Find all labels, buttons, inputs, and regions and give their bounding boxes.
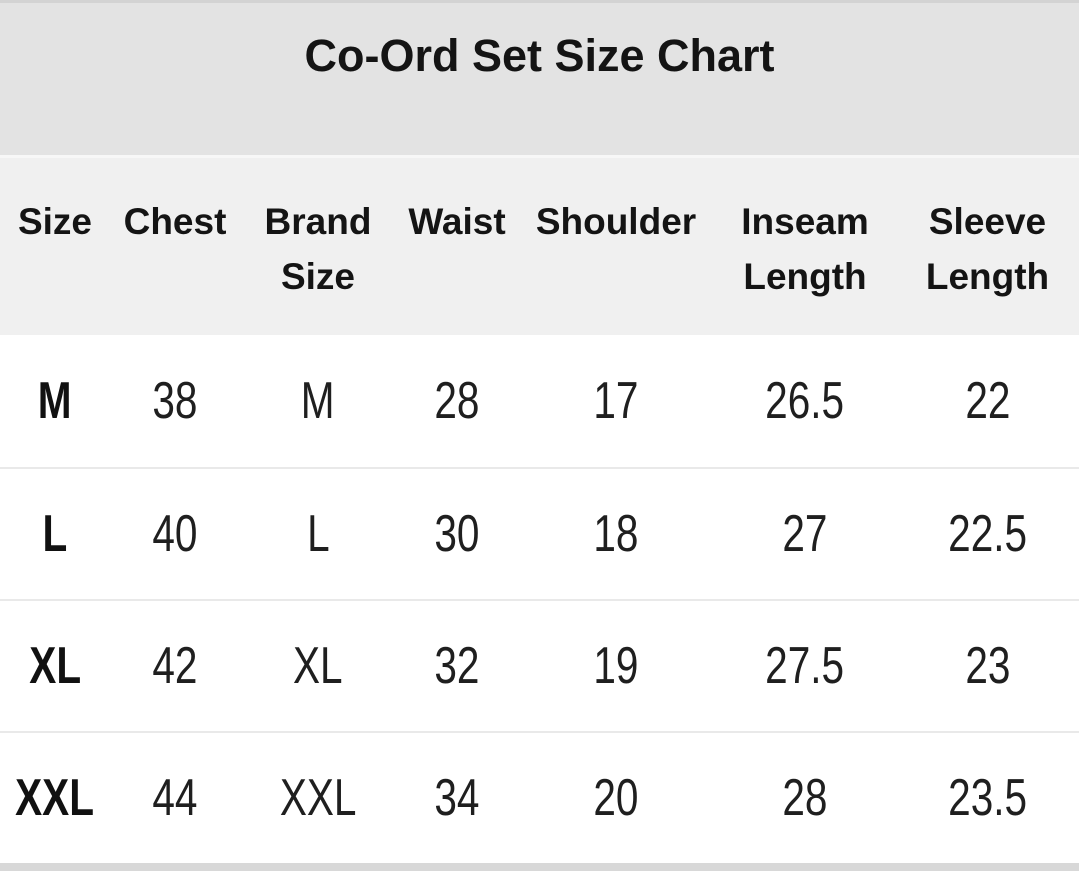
cell-value: 40 <box>152 505 198 563</box>
cell-shoulder: 18 <box>518 469 714 599</box>
cell-waist: 30 <box>396 469 518 599</box>
table-row-m: M 38 M 28 17 26.5 22 <box>0 335 1079 467</box>
table-row-xl: XL 42 XL 32 19 27.5 23 <box>0 599 1079 731</box>
cell-value: M <box>301 372 335 430</box>
cell-waist: 28 <box>396 335 518 467</box>
cell-value: 23 <box>964 637 1011 695</box>
title-band: Co-Ord Set Size Chart <box>0 0 1079 155</box>
cell-value: 27 <box>782 505 828 563</box>
cell-value: 28 <box>782 769 828 827</box>
cell-brand-size: M <box>240 335 396 467</box>
cell-value: XL <box>29 637 81 695</box>
cell-value: 22.5 <box>948 505 1027 563</box>
column-header-waist: Waist <box>408 201 506 242</box>
cell-value: M <box>38 372 72 430</box>
column-header-shoulder: Shoulder <box>535 201 697 242</box>
cell-brand-size: L <box>240 469 396 599</box>
cell-shoulder: 20 <box>518 733 714 863</box>
cell-value: 38 <box>152 372 198 430</box>
cell-size: XXL <box>0 733 110 863</box>
cell-value: XXL <box>15 769 95 827</box>
cell-value: 34 <box>434 769 480 827</box>
cell-value: XXL <box>279 769 357 827</box>
cell-value: XL <box>293 637 343 695</box>
cell-chest: 40 <box>110 469 240 599</box>
cell-value: 22 <box>964 372 1011 430</box>
column-header-size: Size <box>17 201 93 242</box>
cell-value: L <box>42 505 68 563</box>
cell-inseam-length: 28 <box>714 733 896 863</box>
table-row-xxl: XXL 44 XXL 34 20 28 23.5 <box>0 731 1079 863</box>
cell-chest: 42 <box>110 601 240 731</box>
cell-brand-size: XXL <box>240 733 396 863</box>
cell-size: M <box>0 335 110 467</box>
cell-value: L <box>306 505 330 563</box>
cell-inseam-length: 26.5 <box>714 335 896 467</box>
cell-value: 44 <box>152 769 198 827</box>
cell-value: 28 <box>434 372 480 430</box>
cell-value: 27.5 <box>765 637 845 695</box>
cell-value: 19 <box>593 637 639 695</box>
cell-value: 17 <box>593 372 639 430</box>
cell-inseam-length: 27.5 <box>714 601 896 731</box>
cell-sleeve-length: 23.5 <box>896 733 1079 863</box>
column-header-inseam-length: Inseam Length <box>741 201 869 297</box>
cell-shoulder: 19 <box>518 601 714 731</box>
cell-chest: 44 <box>110 733 240 863</box>
bottom-edge-strip <box>0 863 1079 871</box>
cell-brand-size: XL <box>240 601 396 731</box>
cell-value: 42 <box>152 637 198 695</box>
cell-size: XL <box>0 601 110 731</box>
cell-value: 20 <box>593 769 639 827</box>
cell-value: 32 <box>434 637 480 695</box>
table-header-row: Size Chest Brand Size Waist Shoulder Ins… <box>0 158 1079 335</box>
column-header-chest: Chest <box>123 201 227 242</box>
cell-size: L <box>0 469 110 599</box>
cell-sleeve-length: 23 <box>896 601 1079 731</box>
page-title: Co-Ord Set Size Chart <box>304 30 775 81</box>
cell-waist: 32 <box>396 601 518 731</box>
cell-value: 30 <box>434 505 480 563</box>
cell-value: 18 <box>593 505 639 563</box>
cell-sleeve-length: 22.5 <box>896 469 1079 599</box>
cell-waist: 34 <box>396 733 518 863</box>
column-header-sleeve-length: Sleeve Length <box>925 201 1050 297</box>
cell-inseam-length: 27 <box>714 469 896 599</box>
column-header-brand-size: Brand Size <box>264 201 372 297</box>
size-chart-table: Size Chest Brand Size Waist Shoulder Ins… <box>0 158 1079 863</box>
cell-chest: 38 <box>110 335 240 467</box>
cell-sleeve-length: 22 <box>896 335 1079 467</box>
cell-value: 26.5 <box>765 372 845 430</box>
table-row-l: L 40 L 30 18 27 22.5 <box>0 467 1079 599</box>
cell-value: 23.5 <box>948 769 1027 827</box>
cell-shoulder: 17 <box>518 335 714 467</box>
title-divider <box>0 155 1079 158</box>
